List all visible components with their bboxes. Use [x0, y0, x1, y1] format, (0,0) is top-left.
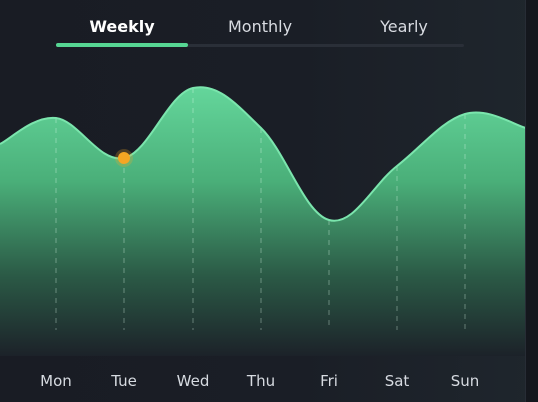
- x-tick-label-fri: Fri: [320, 372, 338, 390]
- x-tick-label-sat: Sat: [385, 372, 410, 390]
- series-line: [0, 86, 527, 222]
- tab-weekly[interactable]: Weekly: [89, 17, 155, 36]
- x-tick-label-mon: Mon: [40, 372, 72, 390]
- x-axis-labels: Mon Tue Wed Thu Fri Sat Sun: [40, 372, 479, 390]
- tab-monthly[interactable]: Monthly: [227, 17, 293, 36]
- tab-yearly[interactable]: Yearly: [380, 17, 428, 36]
- x-tick-label-tue: Tue: [110, 372, 137, 390]
- data-markers: [115, 149, 133, 167]
- x-tick-label-sun: Sun: [451, 372, 480, 390]
- tab-track: [56, 44, 464, 47]
- area-fill: [0, 87, 526, 356]
- x-tick-label-thu: Thu: [246, 372, 275, 390]
- active-tab-indicator: [56, 43, 188, 47]
- period-tabs: Weekly Monthly Yearly: [0, 0, 538, 60]
- right-edge-panel: [525, 0, 538, 402]
- grid-lines: [55, 88, 466, 330]
- highlight-point-tue[interactable]: [118, 152, 130, 164]
- x-tick-label-wed: Wed: [177, 372, 210, 390]
